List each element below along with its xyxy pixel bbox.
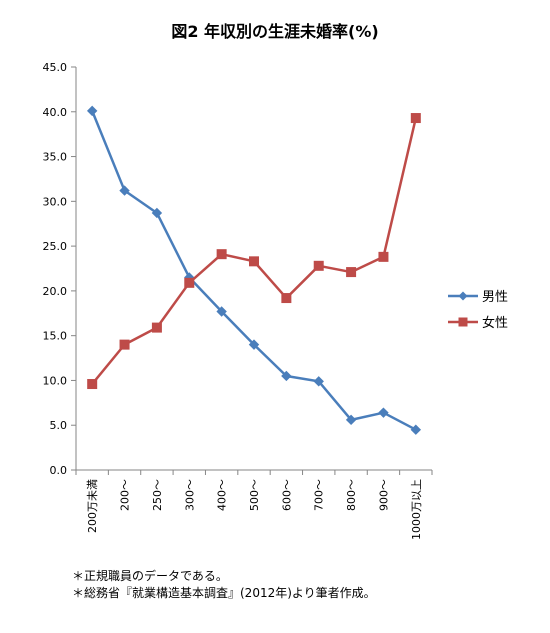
footnote-2: ＊総務省『就業構造基本調査』(2012年)より筆者作成。 [72,586,376,600]
legend-label: 女性 [482,315,508,331]
y-tick-label: 0.0 [50,464,68,477]
legend-marker-square [458,317,468,327]
x-tick-label: 300～ [183,479,196,511]
data-point-male [345,414,357,426]
data-point-male [313,376,324,387]
data-point-male [281,370,292,382]
legend-marker-diamond [458,291,468,301]
data-point-male [248,339,260,350]
x-tick-label: 200万未満 [86,479,99,533]
data-point-female [378,251,389,262]
series-line-male [91,110,417,431]
data-point-female [281,293,292,304]
data-point-female [346,267,357,278]
x-tick-label: 900～ [377,479,390,511]
legend-item-male: 男性 [448,290,508,305]
x-tick-label: 700～ [313,479,326,511]
data-point-female [249,256,259,267]
data-point-female [119,339,130,350]
data-point-male [410,424,422,435]
y-tick-label: 40.0 [43,106,68,119]
footnotes: ＊正規職員のデータである。 ＊総務省『就業構造基本調査』(2012年)より筆者作… [72,568,376,602]
data-point-male [151,207,163,219]
data-point-female [216,249,227,260]
x-tick-label: 250～ [151,479,164,511]
y-tick-label: 15.0 [43,330,68,343]
data-point-male [86,105,98,117]
data-point-female [410,113,421,124]
y-tick-label: 10.0 [43,374,68,387]
data-point-female [313,260,324,271]
x-tick-label: 600～ [280,479,293,511]
y-tick-label: 20.0 [43,285,68,298]
y-tick-label: 45.0 [43,61,68,74]
axes: 0.0 5.0 10.0 15.0 20.0 25.0 30.0 35.0 40.0 45.0 20… [43,61,433,540]
y-tick-label: 30.0 [43,195,68,208]
x-tick-label: 500～ [248,479,261,511]
data-point-male [378,407,389,418]
data-point-male [119,185,130,196]
y-tick-label: 35.0 [43,151,68,164]
x-tick-label: 800～ [345,479,358,511]
chart-title: 図2 年収別の生涯未婚率(%) [171,22,379,41]
x-tick-label: 200～ [119,479,132,511]
data-point-female [151,322,162,333]
y-tick-label: 25.0 [43,240,68,253]
legend-label: 男性 [482,290,508,305]
x-tick-label: 400～ [216,479,229,511]
series-layer [86,105,422,435]
data-point-male [216,306,227,317]
legend-item-female: 女性 [448,315,508,331]
x-tick-label: 1000万以上 [410,479,423,540]
y-tick-label: 5.0 [50,419,68,432]
data-point-female [184,277,195,288]
data-point-female [87,379,98,390]
footnote-1: ＊正規職員のデータである。 [72,569,228,583]
